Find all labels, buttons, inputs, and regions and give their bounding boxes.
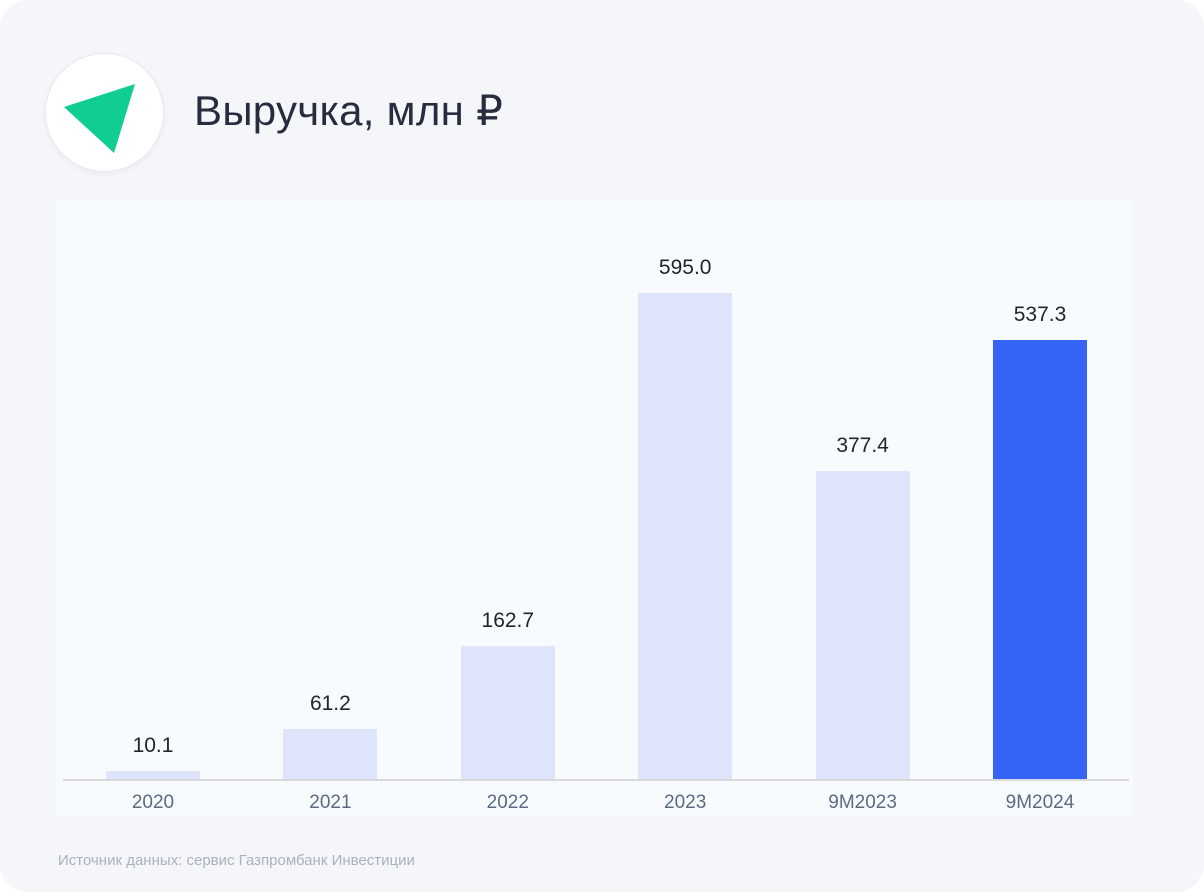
plot-area: 10.1 2020 61.2 2021 162.7 2022 595.0 2023 377.4 9… <box>56 200 1133 817</box>
bar-2020 <box>106 770 200 779</box>
x-axis-tick-label: 2022 <box>486 792 529 813</box>
x-axis-tick-label: 2021 <box>309 792 352 813</box>
bar-value-label: 595.0 <box>658 256 712 279</box>
bar-value-label: 61.2 <box>309 692 351 715</box>
bar-value-label: 162.7 <box>481 609 535 633</box>
bar-2021 <box>283 729 378 779</box>
bar-value-label: 377.4 <box>836 433 889 457</box>
page-title: Выручка, млн ₽ <box>194 87 504 134</box>
brand-logo <box>45 53 164 172</box>
data-source-note: Источник данных: сервис Газпромбанк Инве… <box>58 852 415 869</box>
x-axis-line <box>63 779 1129 781</box>
chart-card: 10.1 2020 61.2 2021 162.7 2022 595.0 2023 377.4 9… <box>56 200 1133 817</box>
bar-9M2024 <box>993 340 1087 779</box>
x-axis-tick-label: 9M2023 <box>828 792 897 813</box>
x-axis-tick-label: 9M2024 <box>1005 792 1075 813</box>
bar-value-label: 537.3 <box>1013 303 1067 327</box>
green-triangle-icon <box>64 84 135 153</box>
bar-2023 <box>638 293 733 779</box>
bar-9M2023 <box>815 470 910 779</box>
x-axis-tick-label: 2023 <box>664 792 707 813</box>
x-axis-tick-label: 2020 <box>131 792 175 813</box>
bar-2022 <box>460 646 555 779</box>
bar-value-label: 10.1 <box>132 733 174 757</box>
